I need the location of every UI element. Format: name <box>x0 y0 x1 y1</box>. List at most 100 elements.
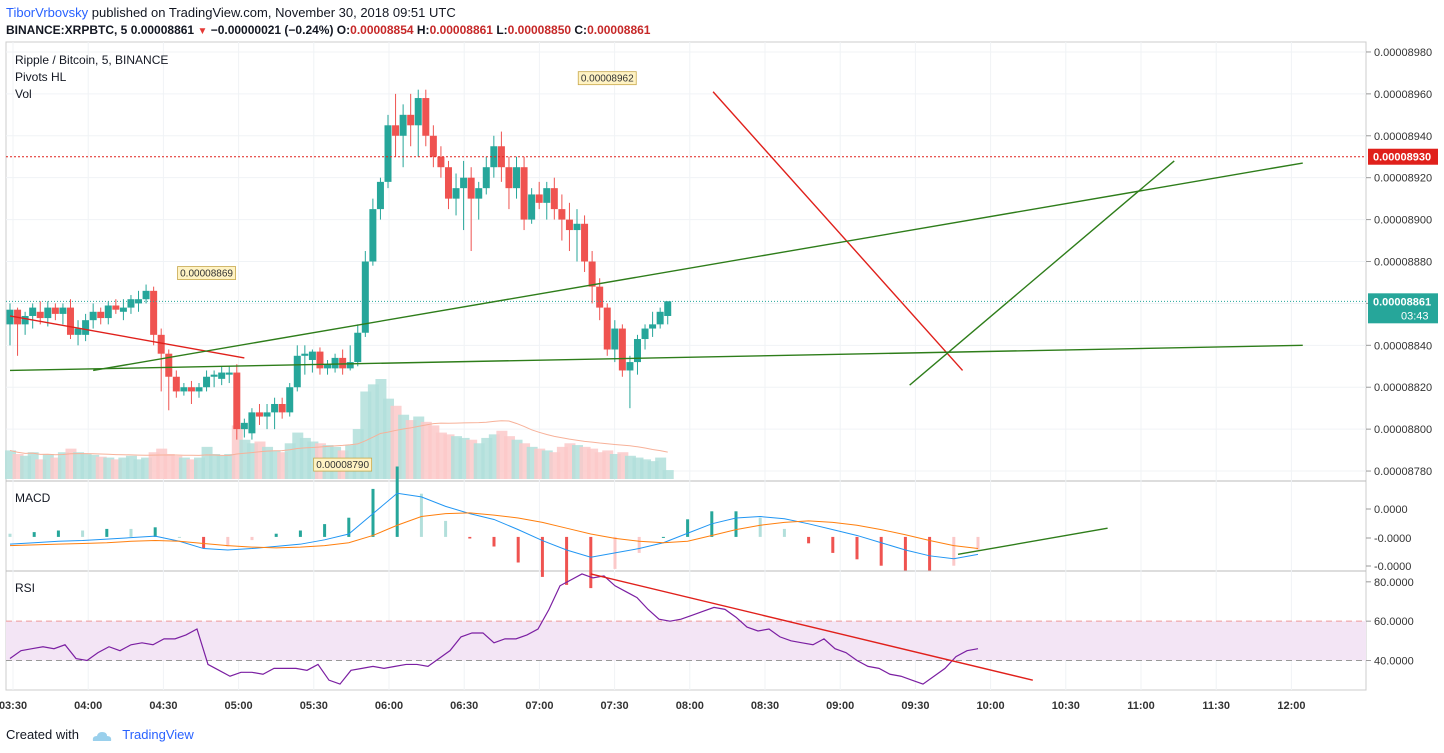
volume-bar <box>647 461 659 479</box>
volume-bar <box>254 441 266 479</box>
author-link[interactable]: TiborVrbovsky <box>6 5 89 20</box>
candle-body <box>656 311 664 325</box>
candle-body <box>505 167 513 189</box>
candle-body <box>82 320 90 335</box>
volume-bar <box>118 457 130 479</box>
macd-histogram-bar <box>758 517 762 537</box>
volume-bar <box>579 446 591 479</box>
macd-histogram-bar <box>129 528 133 537</box>
pivot-label-box <box>577 71 637 86</box>
volume-bar <box>156 448 168 479</box>
volume-ma-line <box>9 420 668 456</box>
candle-body <box>573 223 581 231</box>
volume-bar <box>307 441 319 479</box>
candle-body <box>104 305 112 319</box>
candle-body <box>611 328 619 350</box>
candle-body <box>203 376 211 388</box>
volume-bar <box>405 420 417 479</box>
candle-body <box>142 290 150 300</box>
candle-body <box>286 387 294 413</box>
green-trend-line <box>9 344 1303 372</box>
footer: Created with TradingView <box>6 726 194 744</box>
x-tick-label: 11:00 <box>1127 700 1155 712</box>
candle-body <box>550 188 558 210</box>
volume-bar <box>360 391 372 479</box>
candle-body <box>513 167 521 189</box>
candle-body <box>218 372 226 379</box>
rsi-pane <box>6 573 1366 685</box>
open-label: O: <box>336 23 351 37</box>
x-tick-label: 06:30 <box>450 700 478 712</box>
candle-body <box>89 311 97 321</box>
candle-body <box>195 387 203 392</box>
volume-bar <box>239 439 251 479</box>
candle-body <box>528 194 536 220</box>
rsi-y-tick-label: 40.0000 <box>1374 656 1414 668</box>
x-tick-label: 09:00 <box>826 700 854 712</box>
volume-bar <box>95 456 107 479</box>
down-arrow-icon: ▼ <box>197 26 208 37</box>
signal-line <box>9 512 979 550</box>
macd-histogram-bar <box>782 528 786 537</box>
trend-lines[interactable] <box>6 91 1366 386</box>
rsi-band <box>6 621 1366 661</box>
main-legend-title: Ripple / Bitcoin, 5, BINANCE <box>15 53 168 67</box>
x-tick-label: 08:30 <box>751 700 779 712</box>
low-value: 0.00008850 <box>507 23 572 37</box>
macd-line <box>9 492 979 560</box>
candle-body <box>36 311 44 319</box>
high-value: 0.00008861 <box>429 23 493 37</box>
candle-body <box>414 98 422 126</box>
rsi-y-tick-label: 80.0000 <box>1374 577 1414 589</box>
candle-body <box>603 307 611 350</box>
macd-histogram-bar <box>903 536 907 571</box>
volume-bar <box>246 443 258 479</box>
macd-histogram-bar <box>347 517 351 537</box>
volume-bar <box>624 455 636 479</box>
candle-body <box>543 188 551 203</box>
candle-body <box>490 146 498 168</box>
macd-histogram-bar <box>371 488 375 537</box>
volume-bar <box>262 446 274 479</box>
volume-bar <box>541 450 553 479</box>
x-tick-label: 11:30 <box>1202 700 1230 712</box>
last-price-label: 0.00008861 <box>1373 296 1431 308</box>
volume-bar <box>88 454 100 479</box>
volume-bar <box>178 457 190 479</box>
y-tick-label: 0.00008780 <box>1374 466 1432 478</box>
macd-histogram-bar <box>56 530 60 537</box>
x-tick-label: 05:30 <box>300 700 328 712</box>
volume-bar <box>209 454 221 479</box>
macd-histogram-bar <box>928 536 932 571</box>
volume-bar <box>12 454 24 479</box>
volume-bar <box>466 439 478 479</box>
tradingview-brand-link[interactable]: TradingView <box>122 727 194 742</box>
candle-body <box>210 374 218 377</box>
legend-pivots: Pivots HL <box>15 70 67 84</box>
candle-body <box>460 177 468 189</box>
macd-histogram-bar <box>274 533 278 537</box>
pivot-label-box <box>313 457 373 472</box>
volume-bar <box>231 425 243 479</box>
y-tick-label: 0.00008800 <box>1374 424 1432 436</box>
volume-bar <box>5 450 16 479</box>
candle-body <box>618 328 626 371</box>
volume-bar <box>632 457 644 479</box>
candle-body <box>467 177 475 199</box>
candle-body <box>596 286 604 308</box>
candle-body <box>301 353 309 356</box>
volume-bar <box>65 448 77 479</box>
candle-body <box>339 357 347 369</box>
macd-y-tick-label: -0.0000 <box>1374 561 1411 573</box>
candle-body <box>316 351 324 369</box>
candle-body <box>293 355 301 388</box>
candle-body <box>399 114 407 136</box>
candle-body <box>6 309 14 325</box>
macd-histogram-bar <box>831 536 835 553</box>
macd-histogram-bar <box>105 528 109 537</box>
volume-bar <box>398 414 410 479</box>
macd-histogram-bar <box>734 511 738 537</box>
pivot-labels: 0.00008869 0.00008962 0.00008790 <box>177 71 637 472</box>
macd-histogram-bar <box>879 536 883 566</box>
